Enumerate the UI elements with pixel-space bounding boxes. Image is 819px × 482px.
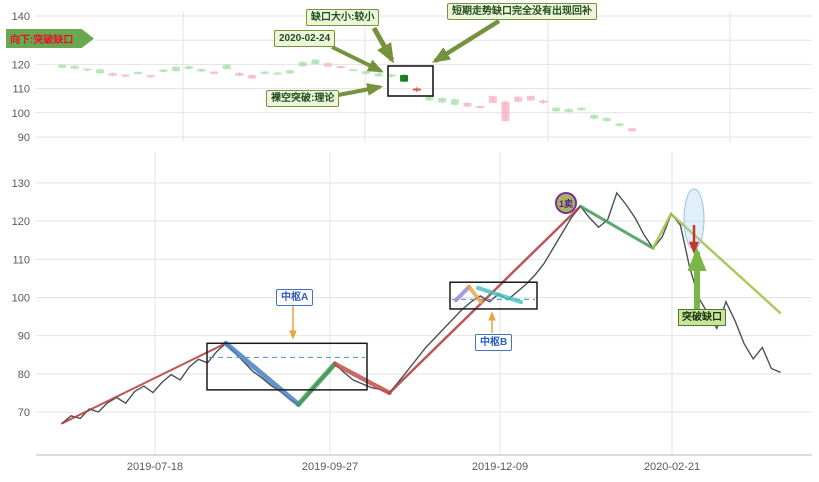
candle-body (615, 123, 624, 126)
trend-segment (578, 204, 655, 250)
direction-gap-ribbon-label: 向下:突破缺口 (10, 35, 74, 46)
y-tick-label: 110 (12, 84, 30, 96)
candlestick-series (58, 58, 637, 132)
gridlines: 140 130 120 110 100 90 2019-07-18 2019-09-27 201… (12, 11, 812, 473)
mini-stroke (467, 284, 483, 305)
trend-segment (295, 361, 338, 407)
candle-body (552, 107, 561, 112)
y-tick-label: 120 (12, 59, 30, 71)
candle-body (438, 98, 447, 103)
gap-size-arrow (371, 26, 395, 64)
trend-segment (61, 342, 227, 425)
candle-body (58, 64, 66, 68)
candle-body (260, 71, 269, 74)
candle-body (425, 95, 434, 101)
x-tick-label: 2019-09-27 (302, 461, 358, 473)
candle-body (400, 75, 409, 82)
direction-gap-ribbon: 向下:突破缺口 (6, 29, 94, 48)
y-tick-label: 70 (18, 407, 30, 419)
candle-body (374, 73, 383, 77)
candle-body (564, 108, 573, 113)
candle-body (172, 66, 181, 72)
candle-body (577, 107, 586, 111)
pivot-a-label: 中枢A (276, 289, 314, 306)
candle-body (210, 71, 219, 74)
trend-segment (223, 340, 301, 407)
candle-body (235, 72, 244, 76)
candle-body (590, 114, 599, 119)
x-tick-label: 2020-02-21 (644, 461, 700, 473)
x-tick-label: 2019-07-18 (127, 461, 183, 473)
candle-body (184, 66, 193, 69)
no-backfill-arrow (431, 19, 501, 63)
candle-body (108, 73, 117, 76)
gap-highlight-box (387, 65, 434, 97)
candle-body (387, 74, 396, 77)
y-tick-label: 90 (18, 331, 30, 343)
candle-body (146, 75, 155, 78)
candle-body (286, 70, 295, 74)
candle-body (526, 96, 535, 101)
candle-body (311, 59, 320, 64)
gap-size-label: 缺口大小:较小 (306, 9, 380, 26)
candle-body (273, 72, 282, 75)
mini-stroke (454, 284, 471, 303)
mini-stroke (476, 285, 523, 305)
candle-body (501, 101, 510, 122)
candle-body (539, 100, 548, 103)
naked-break-label: 裸空突破:理论 (266, 90, 340, 107)
y-tick-label: 100 (12, 293, 30, 305)
y-tick-label: 80 (18, 369, 30, 381)
y-tick-label: 130 (12, 178, 30, 190)
candle-body (488, 96, 497, 103)
candle-body (450, 99, 459, 105)
price-line (61, 191, 781, 424)
gap-date-label: 2020-02-24 (274, 30, 336, 47)
trend-segment (332, 361, 392, 396)
y-tick-label: 90 (18, 132, 30, 144)
pivot-box (206, 342, 368, 391)
projection-line (651, 211, 782, 315)
candle-body (362, 71, 371, 74)
candle-body (248, 75, 257, 79)
y-tick-label: 110 (12, 254, 30, 266)
naked-break-arrow (332, 83, 384, 98)
gap-date-arrow (331, 45, 384, 73)
breakout-gap-label: 突破缺口 (678, 309, 726, 326)
y-tick-label: 100 (12, 108, 30, 120)
y-tick-label: 120 (12, 216, 30, 228)
candle-body (514, 96, 523, 102)
candle-body (628, 128, 637, 132)
pivot-b-label: 中枢B (475, 334, 513, 351)
candle-body (602, 117, 611, 122)
candle-body (298, 61, 307, 67)
candle-body (197, 68, 206, 72)
candle-body (70, 65, 79, 69)
pivot-box (449, 281, 538, 310)
candle-body (222, 64, 231, 69)
candle-body (463, 102, 472, 107)
x-tick-label: 2019-12-09 (472, 461, 528, 473)
sell-1-marker: 1卖 (555, 192, 577, 214)
no-backfill-label: 短期走势缺口完全没有出现回补 (447, 3, 597, 20)
trend-segment (388, 205, 582, 395)
candle-body (96, 69, 105, 74)
candle-body (159, 69, 168, 72)
candle-body (324, 63, 333, 67)
candle-body (134, 71, 143, 75)
y-tick-label: 140 (12, 11, 30, 23)
